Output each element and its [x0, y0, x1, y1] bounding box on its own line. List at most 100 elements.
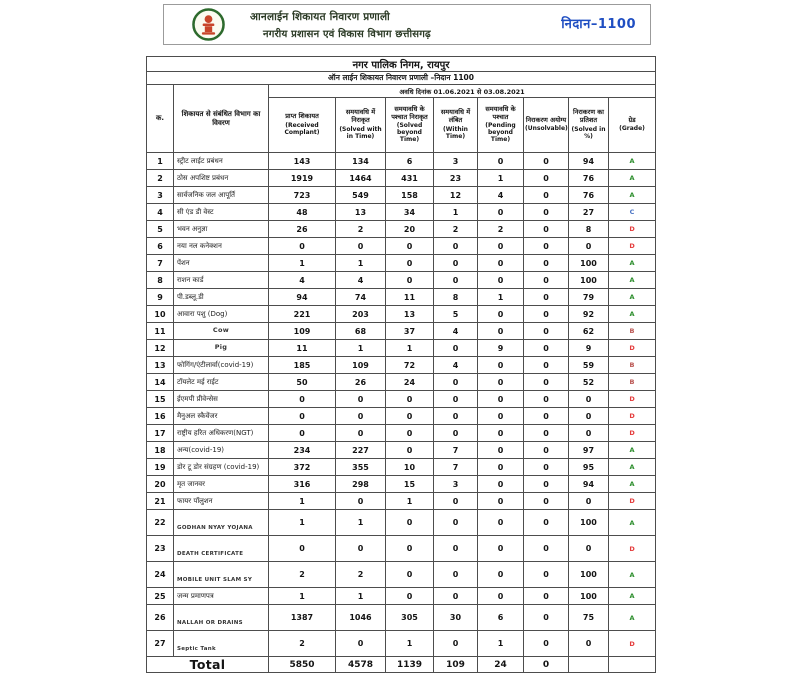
cell-pending-beyond-time: 0	[477, 441, 524, 459]
serial-cell: 5	[146, 220, 174, 238]
table-row: 21 फायर पॉलुशन 1 0 1 0 0 0 0 D	[146, 492, 657, 510]
col-header-hindi: निराकरण का प्रतिशत	[573, 108, 604, 125]
cell-unsolvable: 0	[523, 604, 569, 631]
cell-pending-beyond-time: 0	[477, 561, 524, 588]
cell-received: 185	[268, 356, 336, 374]
table-row: 3 सार्वजनिक जल आपूर्ति 723 549 158 12 4 0 76 A	[146, 186, 657, 204]
total-grade	[607, 656, 657, 673]
cell-solved-beyond-time: 0	[385, 509, 434, 536]
cell-received: 50	[268, 373, 336, 391]
cell-pending-beyond-time: 0	[477, 458, 524, 476]
cell-received: 234	[268, 441, 336, 459]
department-cell: फायर पॉलुशन	[173, 492, 269, 510]
cell-pending-beyond-time: 0	[477, 271, 524, 289]
cell-solved-percent: 79	[568, 288, 609, 306]
cell-received: 0	[268, 237, 336, 255]
cell-pending-beyond-time: 0	[477, 203, 524, 221]
cell-pending-beyond-time: 0	[477, 535, 524, 562]
cell-pending-beyond-time: 0	[477, 322, 524, 340]
table-row: 25 जन्म प्रमाणपत्र 1 1 0 0 0 0 100 A	[146, 587, 657, 605]
cell-grade: B	[607, 373, 657, 391]
table-row: 13 फोगिंग/एंटीलार्वा(covid-19) 185 109 72 4 0 0…	[146, 356, 657, 374]
cell-pending-beyond-time: 0	[477, 152, 524, 170]
table-row: 8 राशन कार्ड 4 4 0 0 0 0 100 A	[146, 271, 657, 289]
col-header-hindi: निराकरण अयोग्य	[525, 115, 567, 124]
col-header-english: (Received Complant)	[284, 122, 320, 136]
report-period: अवधि दिनांक 01.06.2021 से 03.08.2021	[267, 84, 657, 98]
col-header-english: (Solved beyond Time)	[396, 122, 423, 144]
cell-solved-in-time: 1046	[335, 604, 386, 631]
serial-cell: 3	[146, 186, 174, 204]
serial-cell: 7	[146, 254, 174, 272]
serial-cell: 26	[146, 604, 174, 631]
department-cell: स्ट्रीट लाईट प्रबंधन	[173, 152, 269, 170]
cell-within-time: 7	[433, 441, 478, 459]
cell-solved-in-time: 1	[335, 509, 386, 536]
cell-solved-beyond-time: 158	[385, 186, 434, 204]
cell-received: 11	[268, 339, 336, 357]
cell-pending-beyond-time: 1	[477, 169, 524, 187]
col-header-english: (Solved with in Time)	[339, 125, 382, 140]
cell-within-time: 2	[433, 220, 478, 238]
cell-received: 1	[268, 509, 336, 536]
department-cell: ठोस अपशिष्ट प्रबंधन	[173, 169, 269, 187]
cell-solved-beyond-time: 13	[385, 305, 434, 323]
cell-solved-in-time: 109	[335, 356, 386, 374]
cell-unsolvable: 0	[523, 203, 569, 221]
cell-within-time: 30	[433, 604, 478, 631]
cell-solved-in-time: 68	[335, 322, 386, 340]
col-header-within-time: समयावधि में लंबित (Within Time)	[433, 97, 478, 153]
department-cell: भवन अनुज्ञा	[173, 220, 269, 238]
cell-unsolvable: 0	[523, 561, 569, 588]
table-row: 11 Cow 109 68 37 4 0 0 62 B	[146, 322, 657, 340]
table-row: 7 पेंशन 1 1 0 0 0 0 100 A	[146, 254, 657, 272]
table-row: 20 मृत जानवर 316 298 15 3 0 0 94 A	[146, 475, 657, 493]
cell-grade: A	[607, 169, 657, 187]
cell-received: 316	[268, 475, 336, 493]
cell-solved-percent: 27	[568, 203, 609, 221]
cell-unsolvable: 0	[523, 424, 569, 442]
cell-solved-percent: 0	[568, 535, 609, 562]
table-row: 1 स्ट्रीट लाईट प्रबंधन 143 134 6 3 0 0 94 A	[146, 152, 657, 170]
cell-solved-in-time: 13	[335, 203, 386, 221]
serial-cell: 22	[146, 509, 174, 536]
cell-within-time: 0	[433, 561, 478, 588]
cell-solved-in-time: 1	[335, 339, 386, 357]
cell-solved-in-time: 355	[335, 458, 386, 476]
cell-pending-beyond-time: 1	[477, 630, 524, 657]
cell-pending-beyond-time: 0	[477, 254, 524, 272]
col-header-english: (Pending beyond Time)	[485, 122, 516, 144]
cell-solved-percent: 76	[568, 169, 609, 187]
cell-grade: A	[607, 305, 657, 323]
cell-pending-beyond-time: 0	[477, 407, 524, 425]
table-row: 23 DEATH CERTIFICATE 0 0 0 0 0 0 0 D	[146, 535, 657, 562]
cell-solved-in-time: 549	[335, 186, 386, 204]
serial-cell: 25	[146, 587, 174, 605]
cell-pending-beyond-time: 0	[477, 509, 524, 536]
cell-within-time: 0	[433, 254, 478, 272]
cell-unsolvable: 0	[523, 305, 569, 323]
col-header-received: प्राप्त शिकायत (Received Complant)	[268, 97, 336, 153]
table-row: 16 मैनुअल स्कैवेंजर 0 0 0 0 0 0 0 D	[146, 407, 657, 425]
col-header-hindi: समयावधि में लंबित	[440, 108, 471, 125]
cell-solved-beyond-time: 15	[385, 475, 434, 493]
cell-received: 4	[268, 271, 336, 289]
cell-received: 143	[268, 152, 336, 170]
cell-grade: D	[607, 407, 657, 425]
cell-unsolvable: 0	[523, 288, 569, 306]
department-cell: टॉयलेट मई राईट	[173, 373, 269, 391]
cell-solved-percent: 0	[568, 492, 609, 510]
cell-received: 26	[268, 220, 336, 238]
col-header-department: शिकायत से संबंधित विभाग का विवरण	[173, 84, 269, 153]
cell-unsolvable: 0	[523, 630, 569, 657]
cell-received: 0	[268, 390, 336, 408]
cell-pending-beyond-time: 0	[477, 475, 524, 493]
cell-solved-percent: 75	[568, 604, 609, 631]
serial-cell: 21	[146, 492, 174, 510]
col-header-serial: क.	[146, 84, 174, 153]
department-cell: पी.डब्लू.डी	[173, 288, 269, 306]
cell-within-time: 0	[433, 492, 478, 510]
total-percent	[568, 656, 609, 673]
cell-solved-beyond-time: 305	[385, 604, 434, 631]
cell-received: 0	[268, 424, 336, 442]
